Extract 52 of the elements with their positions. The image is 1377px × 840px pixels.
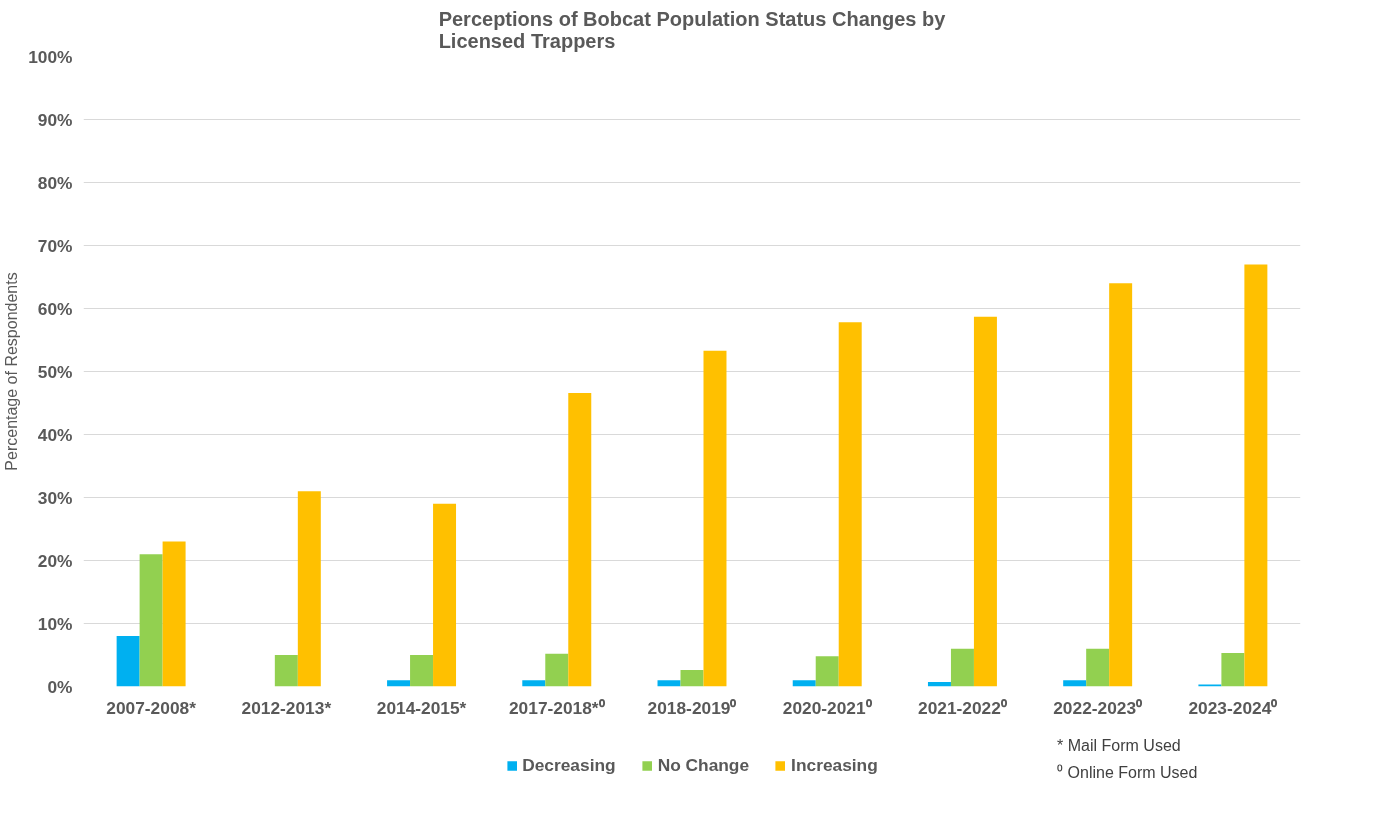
bar (1063, 680, 1087, 687)
bar (545, 653, 569, 687)
bar (387, 680, 411, 687)
bar (410, 655, 434, 687)
bar (139, 554, 163, 687)
bar (792, 680, 816, 687)
bar (433, 503, 457, 687)
legend-label: Increasing (791, 754, 878, 776)
x-tick-label: 2023-2024⁰ (1188, 697, 1279, 718)
bar (1086, 648, 1110, 687)
x-tick-label: 2020-2021⁰ (782, 697, 873, 718)
bar (297, 491, 321, 687)
bar (116, 636, 140, 687)
y-tick-label: 20% (37, 550, 73, 571)
bar (838, 322, 862, 687)
y-tick-label: 30% (37, 487, 73, 508)
bar (1244, 264, 1268, 687)
y-tick-label: 100% (28, 46, 73, 67)
y-tick-label: 0% (47, 676, 73, 697)
x-tick-label: 2021-2022⁰ (918, 697, 1008, 718)
chart-title: Perceptions of Bobcat Population Status Changes by Licensed Trappers (438, 7, 947, 52)
bar (680, 670, 704, 687)
bar (973, 316, 997, 687)
bar (950, 648, 974, 687)
legend-label: No Change (657, 754, 750, 776)
y-tick-label: 50% (37, 361, 73, 382)
bar (703, 350, 727, 687)
bar (274, 655, 298, 687)
y-tick-label: 70% (37, 235, 73, 256)
y-tick-label: 80% (37, 172, 73, 193)
y-tick-label: 60% (37, 298, 73, 319)
x-tick-label: 2007-2008* (106, 697, 197, 718)
bar (815, 656, 839, 687)
x-tick-label: 2014-2015* (376, 697, 467, 718)
bar (162, 541, 186, 687)
x-tick-label: 2018-2019⁰ (647, 697, 738, 718)
text: * Mail Form Used (1057, 737, 1181, 755)
bar (927, 682, 951, 687)
text: ⁰ Online Form Used (1057, 764, 1198, 782)
y-tick-label: 10% (37, 613, 73, 634)
y-axis-title: Percentage of Respondents (3, 272, 21, 471)
bar (657, 680, 681, 687)
x-tick-label: 2022-2023⁰ (1053, 697, 1144, 718)
bar (568, 392, 592, 687)
x-tick-label: 2017-2018*⁰ (508, 697, 606, 718)
legend-label: Decreasing (522, 754, 616, 776)
bar (1221, 653, 1245, 687)
y-tick-label: 40% (37, 424, 73, 445)
bar (1109, 283, 1133, 687)
x-tick-label: 2012-2013* (241, 697, 332, 718)
bar (522, 680, 546, 687)
y-tick-label: 90% (37, 109, 73, 130)
